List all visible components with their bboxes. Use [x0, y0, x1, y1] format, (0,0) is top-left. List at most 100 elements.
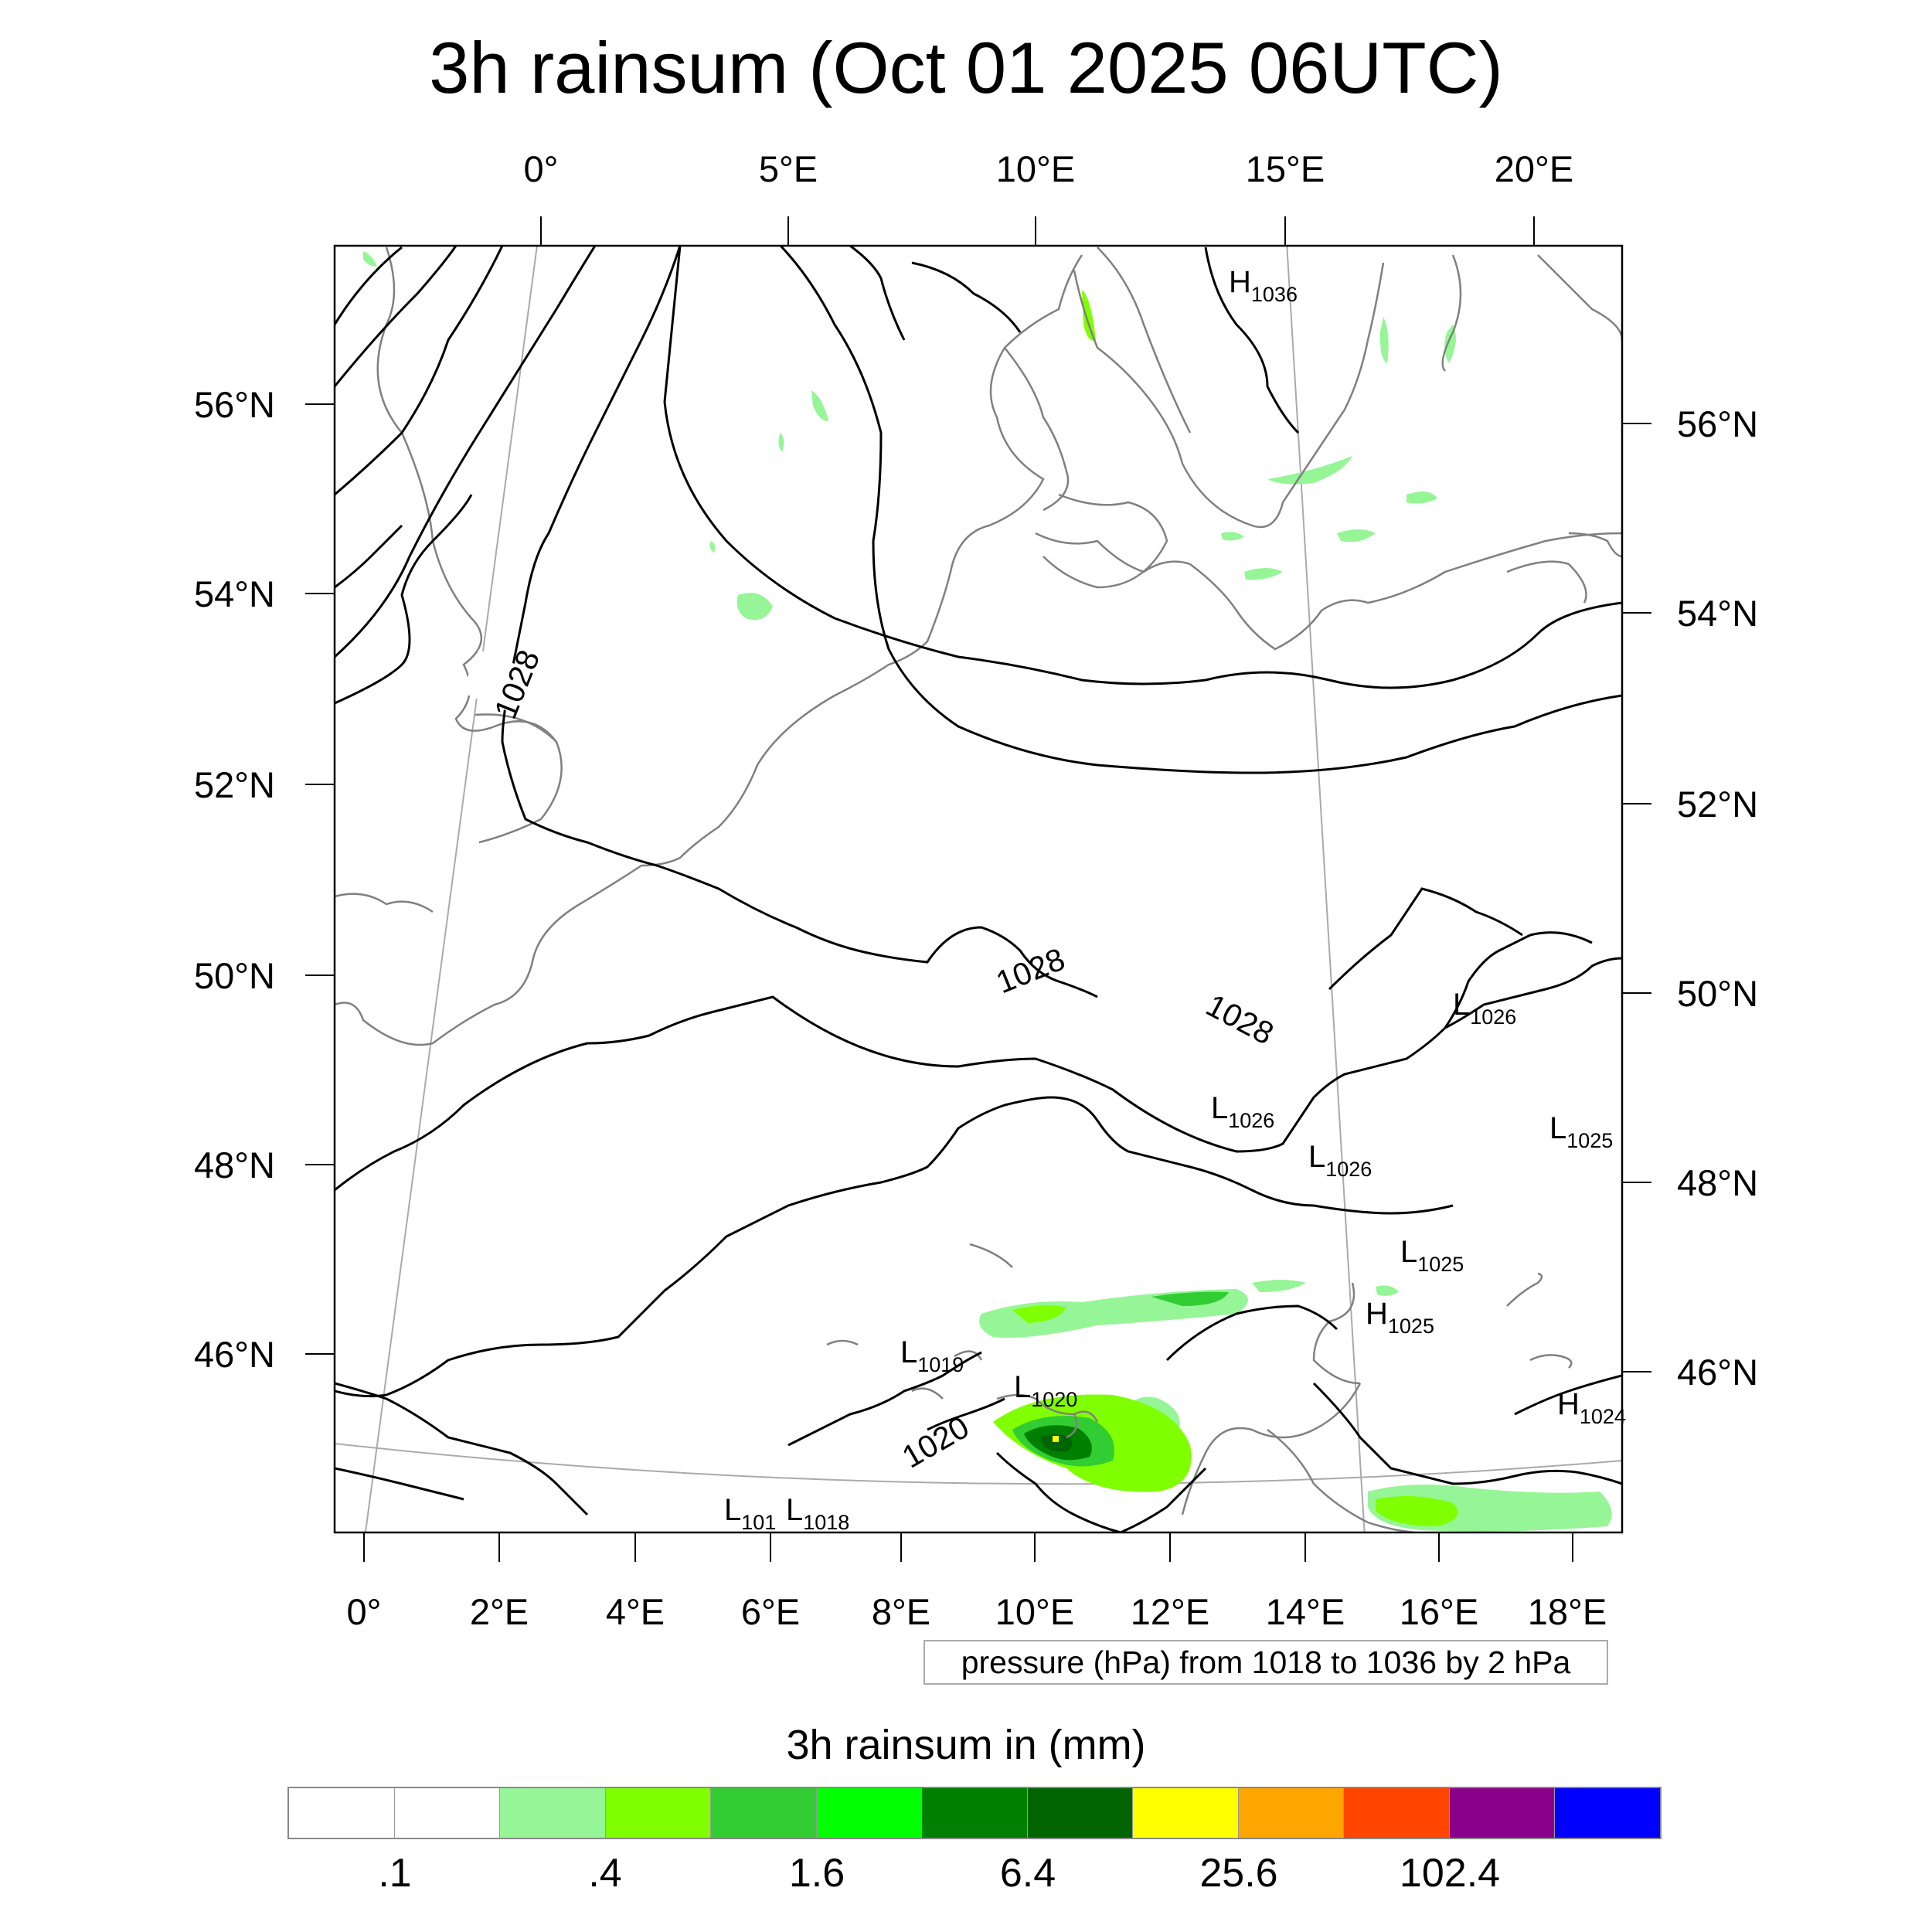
graticule: [335, 246, 1622, 1532]
rain-patch: [1379, 317, 1389, 363]
svg-text:H1024: H1024: [1557, 1387, 1626, 1428]
top-lon-label: 0°: [524, 148, 559, 189]
colorbar-swatch: [1027, 1788, 1134, 1838]
svg-text:L1019: L1019: [900, 1335, 964, 1376]
right-lat-label: 56°N: [1677, 403, 1758, 444]
right-lat-label: 46°N: [1677, 1352, 1758, 1393]
bottom-lon-label: 16°E: [1400, 1591, 1478, 1632]
rain-patch: [1012, 1305, 1066, 1323]
left-lat-label: 54°N: [194, 573, 275, 614]
colorbar-label: .1: [378, 1851, 412, 1896]
rain-patch: [811, 390, 828, 421]
bottom-lon-label: 4°E: [606, 1591, 665, 1632]
axis-ticks: [305, 216, 1651, 1562]
colorbar-swatch: [1133, 1788, 1239, 1838]
bottom-lon-label: 18°E: [1528, 1591, 1607, 1632]
rain-patch: [1444, 325, 1456, 363]
colorbar-swatch: [711, 1788, 817, 1838]
legend-title: 3h rainsum in (mm): [786, 1722, 1146, 1768]
contour-label: 1028: [991, 941, 1070, 1001]
low-marker: L1025: [1400, 1235, 1464, 1276]
top-lon-label: 15°E: [1246, 148, 1325, 189]
top-lon-labels: 0° 5°E 10°E 15°E 20°E: [524, 148, 1574, 189]
bottom-lon-labels: 0° 2°E 4°E 6°E 8°E 10°E 12°E 14°E 16°E 1…: [347, 1591, 1607, 1632]
low-marker: L1026: [1308, 1140, 1372, 1181]
rain-patch: [736, 593, 773, 621]
rain-patch: [1406, 492, 1437, 504]
top-lon-label: 5°E: [759, 148, 818, 189]
rain-patch: [1039, 1434, 1073, 1452]
bottom-lon-label: 8°E: [872, 1591, 930, 1632]
contour-label: 1028: [1200, 987, 1279, 1051]
svg-text:L1026: L1026: [1308, 1140, 1372, 1181]
bottom-lon-label: 12°E: [1131, 1591, 1209, 1632]
bottom-lon-label: 14°E: [1266, 1591, 1345, 1632]
plot-frame: [333, 244, 1624, 1534]
coastlines: [335, 247, 1622, 1532]
colorbar-label: 1.6: [788, 1851, 845, 1896]
map-title: 3h rainsum (Oct 01 2025 06UTC): [429, 27, 1503, 108]
svg-text:L101: L101: [724, 1493, 776, 1534]
high-marker: H1024: [1557, 1387, 1626, 1428]
svg-text:H1025: H1025: [1366, 1297, 1434, 1338]
high-marker: H1025: [1366, 1297, 1434, 1338]
right-lat-labels: 56°N 54°N 52°N 50°N 48°N 46°N: [1677, 403, 1758, 1393]
low-marker: L1020: [1014, 1370, 1077, 1411]
bottom-lon-label: 10°E: [995, 1591, 1074, 1632]
rain-patch: [778, 433, 784, 452]
left-lat-labels: 56°N 54°N 52°N 50°N 48°N 46°N: [194, 384, 275, 1375]
colorbar-label: 102.4: [1399, 1851, 1501, 1896]
bottom-lon-label: 0°: [347, 1591, 382, 1632]
svg-text:L1020: L1020: [1014, 1370, 1077, 1411]
contour-label: 1020: [896, 1409, 975, 1475]
rain-patch: [1244, 568, 1283, 580]
top-lon-label: 20°E: [1495, 148, 1573, 189]
right-lat-label: 52°N: [1677, 784, 1758, 825]
left-lat-label: 56°N: [194, 384, 275, 425]
colorbar-swatch: [1449, 1788, 1556, 1838]
colorbar-swatch: [605, 1788, 712, 1838]
right-lat-label: 54°N: [1677, 593, 1758, 634]
rain-patch: [1337, 529, 1376, 543]
rain-patch: [1267, 456, 1352, 485]
rain-areas: [363, 251, 1612, 1532]
rain-patch: [709, 541, 716, 553]
rain-patch: [1252, 1280, 1306, 1292]
left-lat-label: 48°N: [194, 1145, 275, 1185]
rain-patch: [1376, 1496, 1458, 1526]
right-lat-label: 48°N: [1677, 1162, 1758, 1203]
right-lat-label: 50°N: [1677, 973, 1758, 1014]
isobars: [335, 246, 1622, 1532]
rain-peak: [1053, 1436, 1059, 1442]
low-marker: L1025: [1549, 1111, 1613, 1152]
colorbar-swatch: [1238, 1788, 1345, 1838]
high-marker: H1036: [1229, 265, 1298, 306]
pressure-extrema: H1036 L1026 L1026 L1026 L1025 L1025 H102…: [724, 265, 1626, 1534]
low-marker: L1026: [1453, 988, 1516, 1029]
rain-patch: [363, 251, 377, 267]
rain-patch: [1082, 290, 1096, 341]
left-lat-label: 52°N: [194, 764, 275, 805]
rain-patch: [1151, 1291, 1229, 1306]
low-marker: L1019: [900, 1335, 964, 1376]
colorbar-swatch: [500, 1788, 606, 1838]
svg-text:L1026: L1026: [1211, 1091, 1274, 1132]
rain-patch: [1376, 1285, 1399, 1296]
colorbar-swatch: [1555, 1788, 1660, 1838]
top-lon-label: 10°E: [996, 148, 1075, 189]
colorbar-label: 25.6: [1199, 1851, 1278, 1896]
colorbar: [287, 1787, 1662, 1839]
svg-text:L1026: L1026: [1453, 988, 1516, 1029]
rain-patch: [1221, 532, 1244, 541]
svg-text:L1025: L1025: [1549, 1111, 1613, 1152]
svg-text:H1036: H1036: [1229, 265, 1298, 306]
colorbar-swatch: [816, 1788, 923, 1838]
low-marker: L101: [724, 1493, 776, 1534]
colorbar-label: .4: [588, 1851, 622, 1896]
svg-text:L1025: L1025: [1400, 1235, 1464, 1276]
colorbar-label: 6.4: [999, 1851, 1056, 1896]
contour-info-box: pressure (hPa) from 1018 to 1036 by 2 hP…: [923, 1640, 1608, 1685]
left-lat-label: 46°N: [194, 1334, 275, 1375]
low-marker: L1026: [1211, 1091, 1274, 1132]
